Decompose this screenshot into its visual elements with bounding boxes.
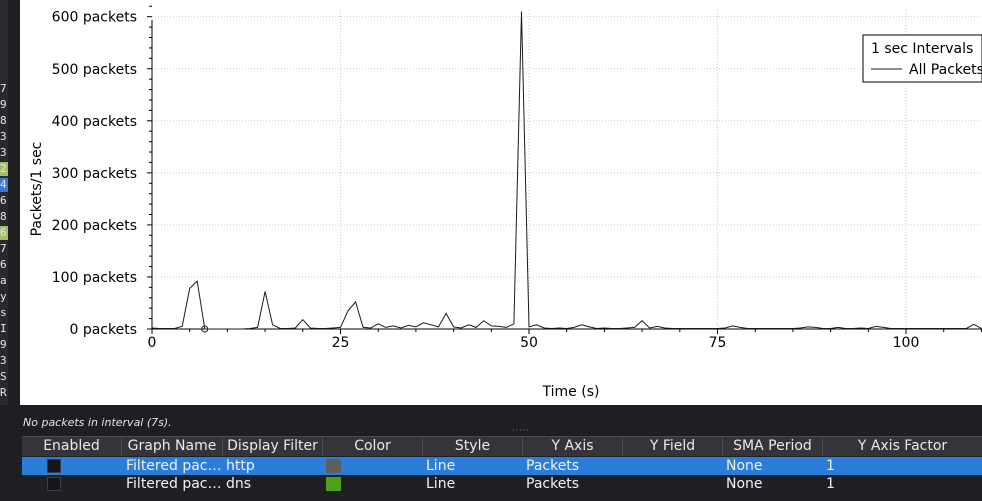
table-row[interactable]: Filtered pac… dns Line Packets None 1 — [22, 475, 982, 493]
y-tick-label: 200 packets — [52, 218, 137, 234]
packet-list-edge-cell: y — [0, 290, 8, 304]
y-tick-label: 600 packets — [52, 10, 137, 26]
grid-lines — [152, 10, 982, 329]
header-sma-period[interactable]: SMA Period — [723, 437, 823, 456]
header-enabled[interactable]: Enabled — [22, 437, 122, 456]
packet-list-edge-cell: 7 — [0, 242, 8, 256]
header-y-field[interactable]: Y Field — [623, 437, 723, 456]
table-row[interactable]: Filtered pac… http Line Packets None 1 — [22, 457, 982, 475]
packet-list-edge-cell: 6 — [0, 258, 8, 272]
series-layer — [151, 11, 982, 333]
packet-list-edge-cell: 2 — [0, 162, 8, 176]
packet-list-edge-cell: 9 — [0, 98, 8, 112]
color-swatch[interactable] — [326, 477, 341, 491]
packet-list-edge-cell: S — [0, 370, 8, 384]
y-tick-label: 400 packets — [52, 114, 137, 130]
y-tick-label: 0 packets — [69, 322, 137, 338]
cell-display-filter[interactable]: dns — [226, 476, 252, 492]
packet-list-edge-cell: 3 — [0, 130, 8, 144]
cell-graph-name[interactable]: Filtered pac… — [126, 476, 222, 492]
enabled-checkbox[interactable] — [47, 477, 61, 491]
enabled-checkbox[interactable] — [47, 459, 61, 473]
cell-y-axis-factor[interactable]: 1 — [826, 476, 835, 492]
axes: 0 25 50 75 100 0 packets 100 packets 200 packet… — [52, 5, 982, 351]
cell-sma-period[interactable]: None — [726, 476, 763, 492]
x-axis-label: Time (s) — [542, 384, 600, 400]
io-graph-plot[interactable]: 0 25 50 75 100 0 packets 100 packets 200 packet… — [20, 0, 982, 405]
series-line-all-packets — [151, 11, 982, 330]
packet-list-edge-cell: a — [0, 274, 8, 288]
x-tick-label: 0 — [148, 335, 157, 351]
cell-y-axis[interactable]: Packets — [526, 476, 580, 492]
header-color[interactable]: Color — [323, 437, 423, 456]
status-text: No packets in interval (7s). — [23, 416, 172, 429]
header-y-axis-factor[interactable]: Y Axis Factor — [857, 438, 948, 454]
legend: 1 sec Intervals All Packets — [862, 34, 982, 83]
legend-entry-all-packets: All Packets — [909, 62, 982, 78]
packet-list-edge-cell: 6 — [0, 194, 8, 208]
packet-list-edge-cell: 9 — [0, 338, 8, 352]
y-tick-label: 300 packets — [52, 166, 137, 182]
graph-table: Enabled Graph Name Display Filter Color … — [22, 436, 982, 501]
packet-list-edge-cell: s — [0, 306, 8, 320]
x-tick-label: 100 — [893, 335, 920, 351]
splitter-handle[interactable]: ····· — [512, 426, 530, 435]
x-tick-label: 50 — [520, 335, 538, 351]
header-style[interactable]: Style — [423, 437, 523, 456]
packet-list-edge-cell: 7 — [0, 82, 8, 96]
cell-y-axis-factor[interactable]: 1 — [826, 458, 835, 474]
cell-y-field[interactable] — [626, 457, 721, 475]
color-swatch[interactable] — [326, 459, 341, 473]
header-display-filter[interactable]: Display Filter — [223, 437, 323, 456]
x-tick-label: 25 — [332, 335, 350, 351]
table-header: Enabled Graph Name Display Filter Color … — [22, 436, 982, 456]
packet-list-edge-cell: 3 — [0, 146, 8, 160]
header-y-axis[interactable]: Y Axis — [523, 437, 623, 456]
cell-display-filter[interactable]: http — [226, 458, 255, 474]
io-graph-chart: 0 25 50 75 100 0 packets 100 packets 200 packet… — [29, 5, 982, 400]
selected-point-marker — [201, 325, 209, 333]
packet-list-edge-cell: 8 — [0, 114, 8, 128]
cell-sma-period[interactable]: None — [726, 458, 763, 474]
y-tick-label: 100 packets — [52, 270, 137, 286]
y-tick-label: 500 packets — [52, 62, 137, 78]
packet-list-edge-cell: R — [0, 386, 8, 400]
cell-y-field[interactable] — [626, 475, 721, 493]
packet-list-edge-cell: 6 — [0, 226, 8, 240]
packet-list-edge-cell: 4 — [0, 178, 8, 192]
status-bar: No packets in interval (7s). — [20, 414, 982, 432]
packet-list-edge-cell: 8 — [0, 210, 8, 224]
header-graph-name[interactable]: Graph Name — [122, 437, 223, 456]
cell-y-axis[interactable]: Packets — [526, 458, 580, 474]
x-tick-label: 75 — [709, 335, 727, 351]
packet-list-edge-cell: I — [0, 322, 8, 336]
cell-style[interactable]: Line — [426, 476, 456, 492]
cell-style[interactable]: Line — [426, 458, 456, 474]
cell-graph-name[interactable]: Filtered pac… — [126, 458, 222, 474]
y-axis-label: Packets/1 sec — [29, 142, 45, 237]
legend-title: 1 sec Intervals — [871, 41, 973, 57]
packet-list-edge-cell: 3 — [0, 354, 8, 368]
